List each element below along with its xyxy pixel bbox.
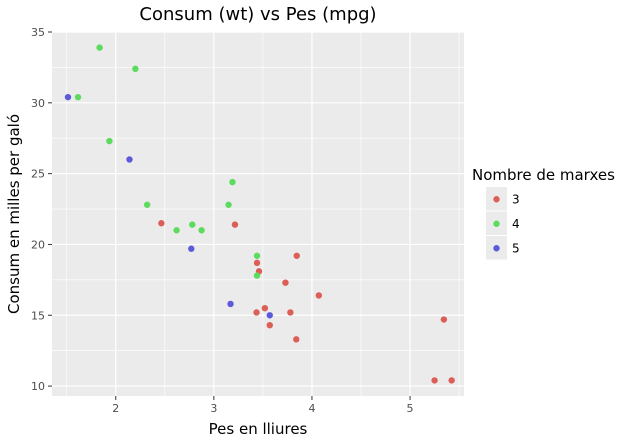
y-tick-label: 20 [31, 238, 45, 251]
data-point-gear-3 [287, 309, 294, 316]
legend-items: 3 4 5 [486, 187, 520, 260]
data-point-gear-5 [126, 156, 133, 163]
data-point-gear-5 [227, 300, 234, 308]
x-tick-label: 4 [308, 402, 315, 415]
legend-key-gear-5 [493, 245, 500, 252]
data-point-gear-5 [188, 245, 195, 252]
data-point-gear-3 [266, 321, 273, 329]
data-point-gear-4 [253, 272, 261, 279]
data-point-gear-3 [253, 259, 261, 267]
y-axis-title: Consum en milles per galó [5, 114, 23, 314]
data-point-gear-4 [173, 227, 180, 234]
legend: Nombre de marxes 3 4 5 [472, 166, 615, 260]
data-point-gear-3 [158, 220, 165, 227]
x-axis-title: Pes en lliures [209, 420, 308, 438]
x-tick-label: 3 [210, 402, 217, 415]
legend-title: Nombre de marxes [472, 166, 615, 184]
data-point-gear-4 [198, 227, 205, 234]
data-point-gear-4 [225, 201, 232, 208]
data-point-gear-4 [96, 44, 103, 51]
legend-label-gear-5: 5 [512, 241, 520, 255]
data-point-gear-4 [253, 252, 261, 259]
legend-key-gear-4 [493, 220, 500, 227]
data-point-gear-3 [440, 316, 448, 323]
legend-key-gear-3 [493, 196, 500, 203]
data-point-gear-3 [282, 279, 289, 286]
data-points [64, 44, 455, 384]
data-point-gear-4 [106, 137, 113, 145]
data-point-gear-4 [189, 221, 196, 228]
data-point-gear-3 [293, 252, 300, 259]
y-tick-label: 30 [31, 97, 45, 110]
legend-label-gear-3: 3 [512, 192, 520, 206]
grid-major [52, 31, 464, 396]
data-point-gear-5 [266, 312, 273, 319]
x-tick-label: 5 [407, 402, 414, 415]
data-point-gear-3 [315, 292, 323, 299]
data-point-gear-4 [229, 178, 236, 186]
y-tick-label: 35 [31, 26, 45, 39]
data-point-gear-4 [143, 201, 151, 208]
data-point-gear-3 [448, 377, 455, 384]
y-axis: 10 15 20 25 30 35 [31, 26, 52, 393]
x-axis: 2 3 4 5 [112, 396, 414, 415]
data-point-gear-3 [253, 309, 260, 316]
legend-label-gear-4: 4 [512, 217, 520, 231]
data-point-gear-3 [431, 377, 438, 384]
grid-minor [52, 32, 464, 396]
y-tick-label: 25 [31, 168, 45, 181]
y-tick-label: 15 [31, 309, 45, 322]
data-point-gear-4 [74, 93, 82, 101]
x-tick-label: 2 [112, 402, 119, 415]
data-point-gear-5 [64, 93, 72, 101]
data-point-gear-3 [261, 304, 269, 312]
plot-panel [52, 32, 464, 396]
data-point-gear-3 [231, 221, 239, 228]
chart-title: Consum (wt) vs Pes (mpg) [139, 4, 376, 25]
data-point-gear-4 [132, 65, 139, 73]
y-tick-label: 10 [31, 380, 45, 393]
data-point-gear-3 [293, 336, 300, 343]
